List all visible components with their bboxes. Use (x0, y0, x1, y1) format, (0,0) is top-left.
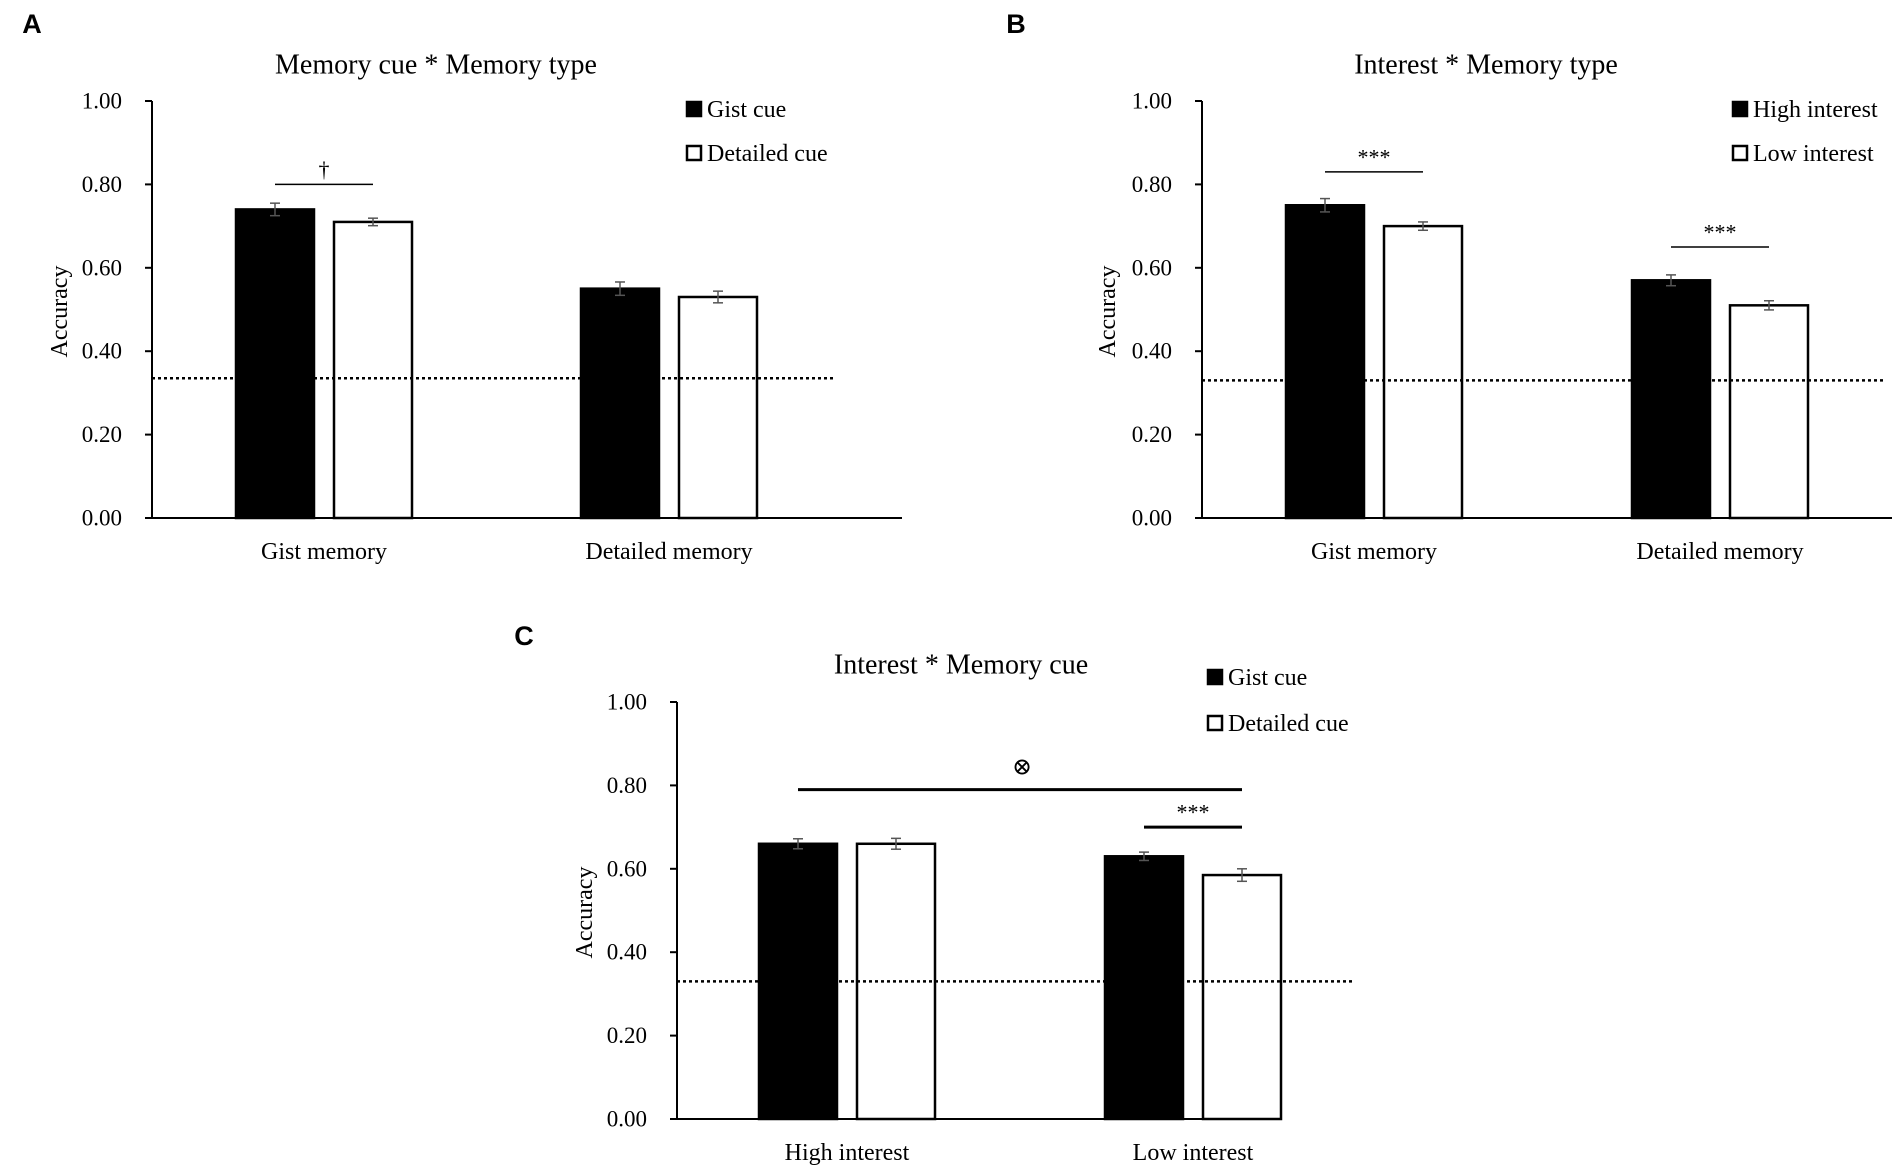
chart-title: Memory cue * Memory type (275, 50, 597, 81)
y-tick-label: 0.60 (607, 856, 647, 881)
legend-label: Detailed cue (1228, 711, 1349, 737)
x-tick-label: Gist memory (1311, 539, 1437, 565)
legend-label: Low interest (1753, 141, 1874, 167)
y-tick-label: 0.80 (1132, 172, 1172, 197)
y-axis-label: Accuracy (47, 266, 73, 358)
legend-swatch (1206, 714, 1224, 732)
y-tick-label: 0.40 (1132, 339, 1172, 364)
panel-label: B (1006, 9, 1026, 39)
significance-label: *** (1177, 800, 1210, 825)
bar-detailed-cue (1201, 873, 1283, 1121)
bar-high-interest (1630, 279, 1712, 520)
y-tick-label: 0.00 (607, 1107, 647, 1132)
legend-swatch (685, 144, 703, 162)
significance-label: † (319, 157, 330, 182)
y-tick-label: 1.00 (1132, 89, 1172, 114)
panel-b: B Interest * Memory type 0.00 0.20 0.40 0.60 0… (1006, 9, 1892, 565)
y-tick-label: 1.00 (82, 89, 122, 114)
y-tick-label: 0.40 (607, 940, 647, 965)
y-tick-label: 0.00 (82, 506, 122, 531)
significance-label: *** (1358, 144, 1391, 169)
interaction-symbol: ⊗ (1012, 755, 1032, 781)
x-tick-label: Low interest (1133, 1140, 1254, 1166)
panel-a: A Memory cue * Memory type 0.00 0.20 0.40 0.6… (22, 9, 902, 565)
x-tick-label: Detailed memory (585, 539, 752, 565)
y-tick-label: 0.20 (607, 1023, 647, 1048)
bar-gist-cue (234, 208, 316, 520)
bar-low-interest (1382, 224, 1464, 520)
legend-label: Detailed cue (707, 141, 828, 167)
y-tick-label: 0.60 (82, 255, 122, 280)
bar-gist-cue (579, 287, 661, 520)
y-tick-label: 0.80 (607, 773, 647, 798)
legend-label: Gist cue (707, 97, 786, 123)
y-axis-label: Accuracy (1095, 266, 1121, 358)
x-tick-label: High interest (785, 1140, 910, 1166)
significance-label: *** (1704, 219, 1737, 244)
y-tick-label: 0.60 (1132, 255, 1172, 280)
chart-title: Interest * Memory type (1354, 50, 1618, 81)
legend-label: High interest (1753, 97, 1878, 123)
y-tick-label: 0.20 (82, 422, 122, 447)
bar-detailed-cue (332, 220, 414, 520)
legend-swatch (1206, 668, 1224, 686)
y-tick-label: 0.20 (1132, 422, 1172, 447)
legend-swatch (1731, 100, 1749, 118)
y-axis-label: Accuracy (572, 867, 598, 959)
panel-label: C (514, 621, 534, 651)
chart-title: Interest * Memory cue (834, 650, 1088, 681)
x-tick-label: Gist memory (261, 539, 387, 565)
y-tick-label: 0.00 (1132, 506, 1172, 531)
x-tick-label: Detailed memory (1636, 539, 1803, 565)
legend-swatch (685, 100, 703, 118)
y-tick-label: 0.80 (82, 172, 122, 197)
bar-low-interest (1728, 304, 1810, 520)
panel-label: A (22, 9, 42, 39)
legend-label: Gist cue (1228, 665, 1307, 691)
y-tick-label: 0.40 (82, 339, 122, 364)
y-tick-label: 1.00 (607, 690, 647, 715)
bar-gist-cue (1103, 855, 1185, 1121)
bar-detailed-cue (677, 295, 759, 520)
legend-swatch (1731, 144, 1749, 162)
panel-c: C Interest * Memory cue 0.00 0.20 0.40 0.60 0.… (514, 621, 1355, 1166)
bar-high-interest (1284, 204, 1366, 520)
